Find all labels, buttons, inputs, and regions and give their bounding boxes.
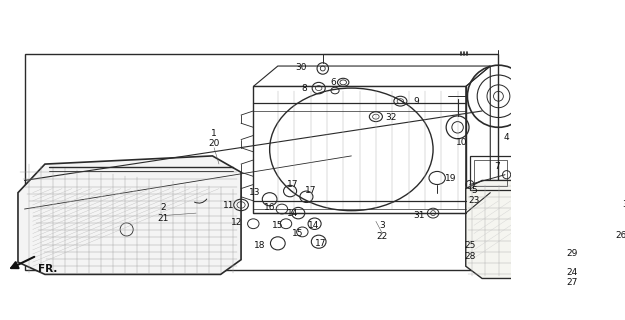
Text: 9: 9: [414, 97, 419, 106]
Text: 30: 30: [295, 63, 306, 72]
Text: 7: 7: [494, 162, 499, 171]
Text: 21: 21: [158, 214, 169, 223]
Bar: [253, 86, 466, 213]
Text: 28: 28: [464, 252, 476, 261]
Text: 27: 27: [566, 278, 578, 287]
Text: 32: 32: [385, 113, 396, 122]
Text: 23: 23: [468, 196, 479, 205]
Text: 24: 24: [566, 268, 578, 277]
Polygon shape: [466, 180, 621, 278]
Text: 14: 14: [287, 209, 298, 218]
Text: 18: 18: [254, 241, 266, 250]
Text: 1: 1: [211, 129, 217, 138]
Text: 3: 3: [379, 221, 385, 230]
Text: 11: 11: [223, 201, 234, 210]
Text: 10: 10: [456, 138, 468, 147]
Text: 2: 2: [161, 203, 166, 212]
Text: 17: 17: [314, 239, 326, 248]
Text: 19: 19: [445, 174, 457, 183]
Text: 29: 29: [566, 250, 578, 259]
Text: 4: 4: [504, 132, 509, 142]
Text: 31: 31: [413, 211, 425, 220]
Text: 16: 16: [264, 203, 276, 212]
Polygon shape: [18, 156, 241, 274]
Text: 30: 30: [622, 200, 625, 210]
Text: FR.: FR.: [38, 264, 57, 274]
Text: 15: 15: [292, 229, 303, 238]
Text: 13: 13: [249, 188, 261, 197]
Text: 17: 17: [287, 180, 298, 189]
Text: 14: 14: [308, 221, 319, 230]
Bar: [470, 156, 512, 190]
Text: 5: 5: [471, 186, 477, 195]
Text: 8: 8: [301, 84, 307, 93]
Text: 26: 26: [616, 231, 625, 240]
Text: 15: 15: [272, 221, 284, 230]
Bar: [474, 160, 507, 186]
Text: 12: 12: [231, 219, 242, 228]
Text: 22: 22: [377, 232, 388, 241]
Text: 17: 17: [305, 186, 316, 195]
Text: 20: 20: [208, 139, 220, 148]
Text: 6: 6: [331, 78, 336, 87]
Text: 25: 25: [464, 241, 476, 250]
